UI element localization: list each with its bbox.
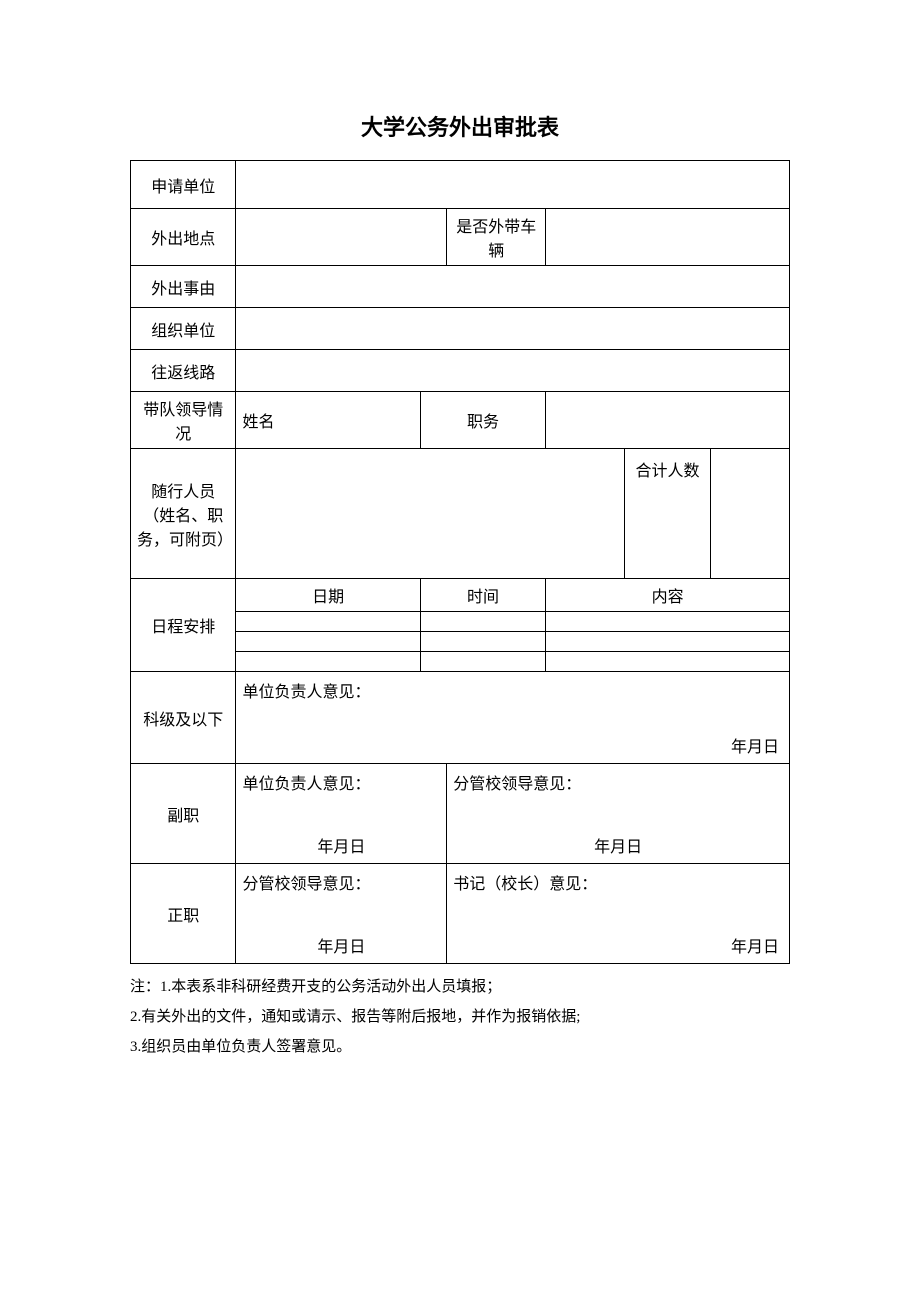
label-destination: 外出地点 [131, 209, 236, 266]
field-total-people[interactable] [710, 449, 789, 579]
field-schedule-date-3[interactable] [236, 652, 421, 672]
label-level-ke: 科级及以下 [131, 672, 236, 764]
note-2: 2.有关外出的文件，通知或请示、报告等附后报地，并作为报销依据; [130, 1002, 790, 1032]
field-entourage[interactable] [236, 449, 625, 579]
label-leader-name: 姓名 [236, 392, 421, 449]
ke-date: 年月日 [731, 733, 779, 757]
zheng-principal-opinion-label: 书记（校长）意见： [453, 876, 597, 893]
field-schedule-time-3[interactable] [420, 652, 545, 672]
zheng-school-date: 年月日 [236, 933, 446, 957]
label-leader-post: 职务 [420, 392, 545, 449]
field-route[interactable] [236, 350, 790, 392]
field-schedule-time-1[interactable] [420, 612, 545, 632]
field-zheng-principal-opinion[interactable]: 书记（校长）意见： 年月日 [447, 864, 790, 964]
field-schedule-date-1[interactable] [236, 612, 421, 632]
form-title: 大学公务外出审批表 [130, 110, 790, 142]
zheng-school-opinion-label: 分管校领导意见： [242, 876, 370, 893]
field-ke-opinion[interactable]: 单位负责人意见： 年月日 [236, 672, 790, 764]
label-total-people: 合计人数 [625, 449, 711, 579]
field-org-unit[interactable] [236, 308, 790, 350]
label-reason: 外出事由 [131, 266, 236, 308]
field-fu-school-opinion[interactable]: 分管校领导意见： 年月日 [447, 764, 790, 864]
field-schedule-content-2[interactable] [546, 632, 790, 652]
field-schedule-time-2[interactable] [420, 632, 545, 652]
field-fu-unit-opinion[interactable]: 单位负责人意见： 年月日 [236, 764, 447, 864]
field-reason[interactable] [236, 266, 790, 308]
ke-opinion-label: 单位负责人意见： [242, 684, 370, 701]
field-leader-post[interactable] [546, 392, 790, 449]
field-schedule-content-3[interactable] [546, 652, 790, 672]
fu-school-opinion-label: 分管校领导意见： [453, 776, 581, 793]
label-schedule: 日程安排 [131, 579, 236, 672]
label-org-unit: 组织单位 [131, 308, 236, 350]
note-1: 注：1.本表系非科研经费开支的公务活动外出人员填报； [130, 972, 790, 1002]
label-schedule-content: 内容 [546, 579, 790, 612]
label-level-fu: 副职 [131, 764, 236, 864]
label-schedule-date: 日期 [236, 579, 421, 612]
field-applicant-unit[interactable] [236, 161, 790, 209]
field-schedule-date-2[interactable] [236, 632, 421, 652]
fu-unit-date: 年月日 [236, 833, 446, 857]
field-vehicle[interactable] [546, 209, 790, 266]
approval-table: 申请单位 外出地点 是否外带车辆 外出事由 组织单位 往返线路 带队领导情况 姓… [130, 160, 790, 964]
fu-unit-opinion-label: 单位负责人意见： [242, 776, 370, 793]
label-schedule-time: 时间 [420, 579, 545, 612]
label-applicant-unit: 申请单位 [131, 161, 236, 209]
label-entourage: 随行人员（姓名、职务，可附页） [131, 449, 236, 579]
label-leader: 带队领导情况 [131, 392, 236, 449]
notes-section: 注：1.本表系非科研经费开支的公务活动外出人员填报； 2.有关外出的文件，通知或… [130, 972, 790, 1062]
label-level-zheng: 正职 [131, 864, 236, 964]
field-destination[interactable] [236, 209, 447, 266]
field-zheng-school-opinion[interactable]: 分管校领导意见： 年月日 [236, 864, 447, 964]
zheng-principal-date: 年月日 [731, 933, 779, 957]
field-schedule-content-1[interactable] [546, 612, 790, 632]
label-vehicle: 是否外带车辆 [447, 209, 546, 266]
label-route: 往返线路 [131, 350, 236, 392]
note-3: 3.组织员由单位负责人签署意见。 [130, 1032, 790, 1062]
fu-school-date: 年月日 [447, 833, 789, 857]
